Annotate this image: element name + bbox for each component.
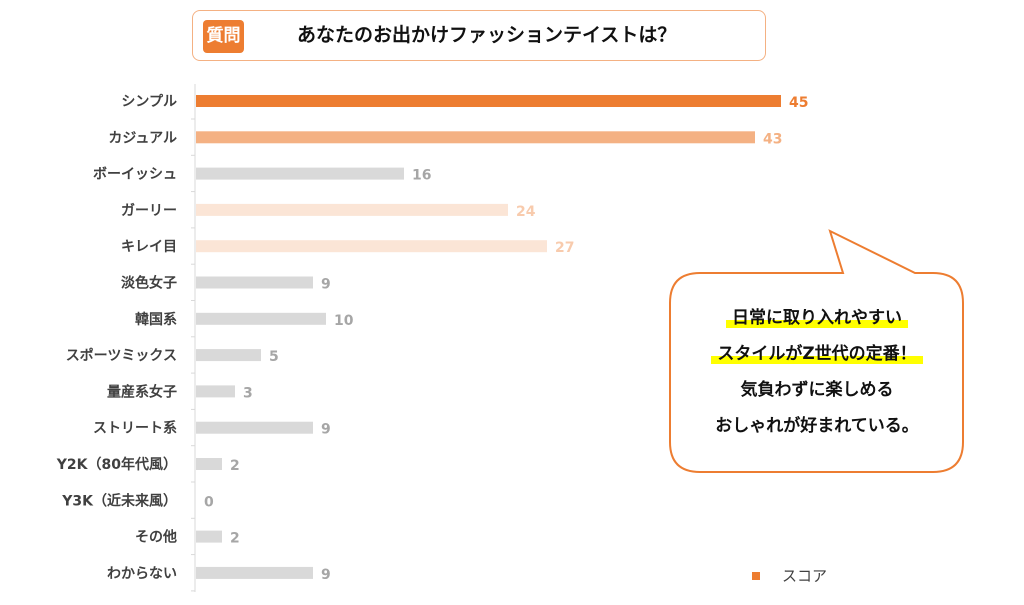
legend-label: スコア [782, 567, 828, 585]
callout-line-4: おしゃれが好まれている。 [715, 416, 919, 436]
chart-title: あなたのお出かけファッションテイストは？ [297, 24, 677, 46]
data-label: 3 [243, 385, 253, 401]
bar [196, 312, 326, 325]
bar [196, 349, 261, 362]
category-label: ガーリー [121, 203, 177, 219]
category-label: その他 [135, 529, 177, 546]
data-label: 9 [321, 422, 331, 438]
category-label: カジュアル [108, 130, 177, 146]
bar [196, 167, 404, 180]
data-label: 45 [789, 95, 808, 111]
callout-line-2: スタイルがZ世代の定番！ [711, 344, 923, 364]
bar [196, 240, 547, 253]
category-label: わからない [107, 566, 177, 582]
question-header: 質問 あなたのお出かけファッションテイストは？ [192, 10, 766, 61]
bar [196, 530, 222, 543]
bar [196, 95, 781, 107]
data-label: 24 [516, 204, 536, 220]
bar [196, 566, 313, 579]
callout-text: 日常に取り入れやすい スタイルがZ世代の定番！ 気負わずに楽しめる おしゃれが好… [672, 300, 962, 444]
bar [196, 131, 755, 144]
data-label: 9 [321, 567, 331, 583]
category-label: ボーイッシュ [93, 167, 177, 183]
category-label: スポーツミックス [66, 347, 177, 364]
category-label: シンプル [121, 94, 177, 110]
category-label: 淡色女子 [121, 275, 177, 292]
data-label: 27 [555, 240, 574, 256]
category-label: Y2K（80年代風） [56, 456, 177, 473]
bar [196, 203, 508, 216]
question-badge: 質問 [203, 20, 244, 53]
callout-line-3: 気負わずに楽しめる [740, 380, 894, 400]
callout-line-1: 日常に取り入れやすい [726, 308, 908, 328]
category-label: 韓国系 [135, 311, 177, 328]
data-label: 43 [763, 131, 782, 147]
data-label: 0 [204, 494, 214, 510]
bar [196, 385, 235, 398]
category-label: ストリート系 [93, 420, 177, 437]
data-label: 5 [269, 349, 279, 365]
data-label: 2 [230, 531, 240, 547]
category-label: キレイ目 [121, 239, 177, 255]
data-label: 16 [412, 168, 431, 184]
category-label: Y3K（近未来風） [61, 492, 177, 509]
bar [196, 458, 222, 470]
bar [196, 276, 313, 289]
legend: スコア [752, 565, 827, 586]
data-label: 2 [230, 458, 240, 474]
legend-swatch [752, 571, 760, 580]
category-label: 量産系女子 [107, 383, 177, 400]
data-label: 10 [334, 313, 354, 329]
data-label: 9 [321, 277, 331, 293]
bar [196, 421, 313, 434]
